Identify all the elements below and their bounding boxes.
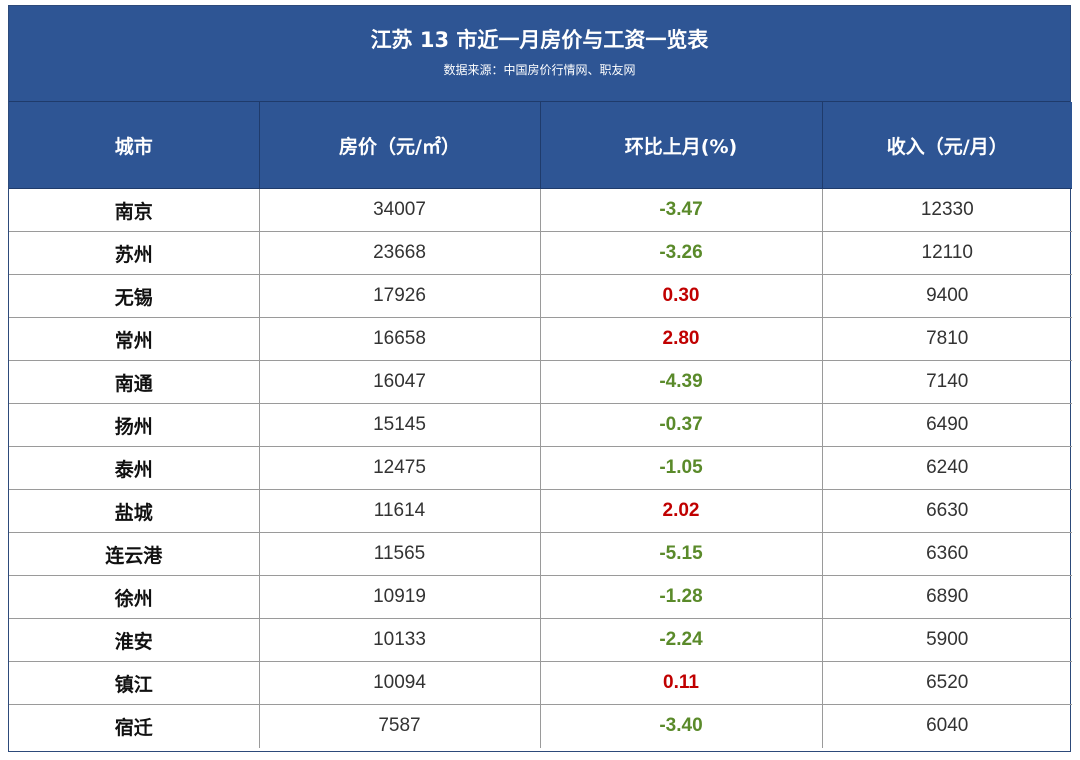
- change-cell: -4.39: [540, 360, 823, 404]
- income-cell: 6520: [822, 661, 1072, 705]
- change-cell: 0.11: [540, 661, 823, 705]
- table-row: 扬州 15145 -0.37 6490: [9, 403, 1072, 447]
- table-title: 江苏 13 市近一月房价与工资一览表: [370, 28, 709, 52]
- change-cell: -1.28: [540, 575, 823, 619]
- city-cell: 镇江: [9, 661, 260, 705]
- table-row: 徐州 10919 -1.28 6890: [9, 575, 1072, 619]
- table-row: 苏州 23668 -3.26 12110: [9, 231, 1072, 275]
- change-cell: -1.05: [540, 446, 823, 490]
- price-income-table-sheet: 江苏 13 市近一月房价与工资一览表 数据来源：中国房价行情网、职友网 城市 房…: [8, 5, 1072, 752]
- income-cell: 6890: [822, 575, 1072, 619]
- city-cell: 盐城: [9, 489, 260, 533]
- title-bar: 江苏 13 市近一月房价与工资一览表 数据来源：中国房价行情网、职友网: [9, 6, 1070, 102]
- city-cell: 淮安: [9, 618, 260, 662]
- price-income-table: 城市 房价（元/㎡） 环比上月(%) 收入（元/月） 南京 34007 -3.47 1…: [9, 102, 1072, 748]
- income-cell: 6040: [926, 715, 969, 737]
- change-cell: 2.02: [540, 489, 823, 533]
- table-row: 盐城 11614 2.02 6630: [9, 489, 1072, 533]
- price-cell: 11565: [259, 532, 541, 576]
- table-row: 南通 16047 -4.39 7140: [9, 360, 1072, 404]
- income-cell: 5900: [822, 618, 1072, 662]
- price-cell: 17926: [259, 274, 541, 318]
- table-row: 南京 34007 -3.47 12330: [9, 188, 1072, 232]
- data-source-note: 数据来源：中国房价行情网、职友网: [443, 63, 636, 77]
- table-row: 连云港 11565 -5.15 6360: [9, 532, 1072, 576]
- change-cell: -5.15: [540, 532, 823, 576]
- city-cell: 南通: [9, 360, 260, 404]
- price-cell: 15145: [259, 403, 541, 447]
- city-cell: 扬州: [9, 403, 260, 447]
- change-cell: -3.40: [540, 704, 823, 748]
- income-cell: 6240: [822, 446, 1072, 490]
- table-row: 常州 16658 2.80 7810: [9, 317, 1072, 361]
- price-cell: 16658: [259, 317, 541, 361]
- change-cell: 2.80: [540, 317, 823, 361]
- income-cell: 6630: [822, 489, 1072, 533]
- table-row: 宿迁 7587 -3.40 6040: [9, 704, 1072, 748]
- header-row: 城市 房价（元/㎡） 环比上月(%) 收入（元/月）: [9, 102, 1072, 189]
- change-cell: -3.26: [540, 231, 823, 275]
- table-row: 无锡 17926 0.30 9400: [9, 274, 1072, 318]
- city-cell: 南京: [9, 188, 260, 232]
- income-cell: 9400: [822, 274, 1072, 318]
- change-cell: -2.24: [540, 618, 823, 662]
- price-cell: 34007: [259, 188, 541, 232]
- price-cell: 23668: [259, 231, 541, 275]
- column-header-city: 城市: [9, 102, 260, 189]
- price-cell: 12475: [259, 446, 541, 490]
- price-cell: 10094: [259, 661, 541, 705]
- city-cell: 宿迁: [9, 704, 260, 748]
- column-header-price: 房价（元/㎡）: [259, 102, 541, 189]
- income-cell: 6360: [822, 532, 1072, 576]
- income-cell: 7140: [822, 360, 1072, 404]
- change-cell: -0.37: [540, 403, 823, 447]
- column-header-change: 环比上月(%): [540, 102, 823, 189]
- table-row: 淮安 10133 -2.24 5900: [9, 618, 1072, 662]
- price-cell: 11614: [259, 489, 541, 533]
- income-cell: 12330: [822, 188, 1072, 232]
- income-cell: 7810: [822, 317, 1072, 361]
- city-cell: 无锡: [9, 274, 260, 318]
- income-cell: 6490: [822, 403, 1072, 447]
- income-cell: 12110: [822, 231, 1072, 275]
- change-cell: -3.47: [540, 188, 823, 232]
- city-cell: 连云港: [9, 532, 260, 576]
- city-cell: 苏州: [9, 231, 260, 275]
- price-cell: 7587: [259, 704, 541, 748]
- change-cell: 0.30: [540, 274, 823, 318]
- price-cell: 16047: [259, 360, 541, 404]
- table-body: 南京 34007 -3.47 12330 苏州 23668 -3.26 12110 无锡 1792…: [9, 188, 1072, 748]
- city-cell: 徐州: [9, 575, 260, 619]
- table-row: 泰州 12475 -1.05 6240: [9, 446, 1072, 490]
- column-header-income: 收入（元/月）: [822, 102, 1072, 189]
- price-cell: 10919: [259, 575, 541, 619]
- city-cell: 常州: [9, 317, 260, 361]
- city-cell: 泰州: [9, 446, 260, 490]
- price-cell: 10133: [259, 618, 541, 662]
- table-row: 镇江 10094 0.11 6520: [9, 661, 1072, 705]
